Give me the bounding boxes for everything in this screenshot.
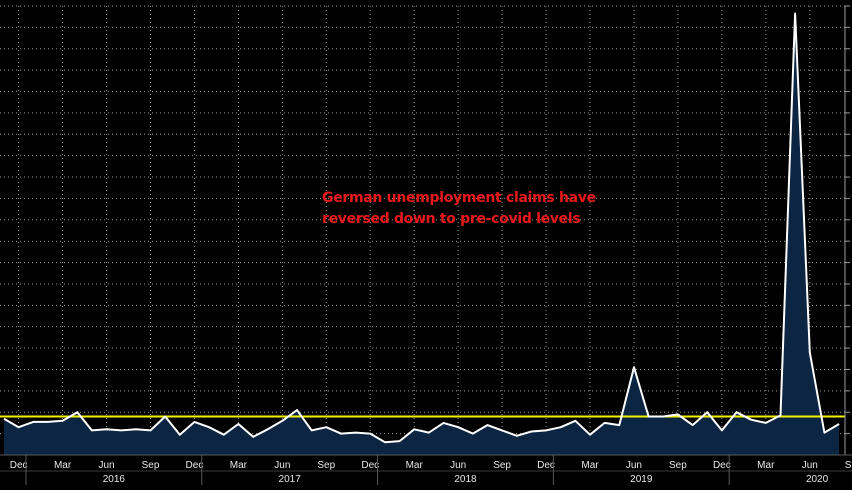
x-tick-label: Dec	[186, 460, 204, 471]
x-year-label: 2018	[454, 474, 477, 485]
area-fill	[4, 13, 840, 455]
annotation-line-2: reversed down to pre-covid levels	[322, 211, 581, 227]
x-tick-label: Sep	[669, 460, 687, 471]
x-tick-label: Mar	[581, 460, 599, 471]
x-tick-label: Dec	[537, 460, 555, 471]
x-tick-label: Mar	[757, 460, 775, 471]
x-tick-label: Mar	[230, 460, 248, 471]
x-tick-label: Sep	[142, 460, 160, 471]
x-tick-label: Sep	[317, 460, 335, 471]
x-tick-label: Sep	[845, 460, 852, 471]
x-year-label: 2017	[279, 474, 302, 485]
x-tick-label: Dec	[10, 460, 28, 471]
x-tick-label: Jun	[98, 460, 114, 471]
x-tick-label: Jun	[274, 460, 290, 471]
x-year-label: 2016	[103, 474, 126, 485]
x-tick-label: Sep	[493, 460, 511, 471]
x-year-label: 2019	[630, 474, 653, 485]
x-tick-label: Mar	[406, 460, 424, 471]
x-year-label: 2020	[806, 474, 829, 485]
x-tick-label: Mar	[54, 460, 72, 471]
series-line	[3, 12, 840, 444]
annotation-line-1: German unemployment claims have	[322, 190, 596, 206]
x-tick-label: Dec	[713, 460, 731, 471]
x-tick-label: Jun	[626, 460, 642, 471]
x-tick-label: Jun	[450, 460, 466, 471]
x-tick-label: Jun	[802, 460, 818, 471]
chart-annotation: German unemployment claims have reversed…	[322, 188, 622, 230]
x-tick-label: Dec	[361, 460, 379, 471]
